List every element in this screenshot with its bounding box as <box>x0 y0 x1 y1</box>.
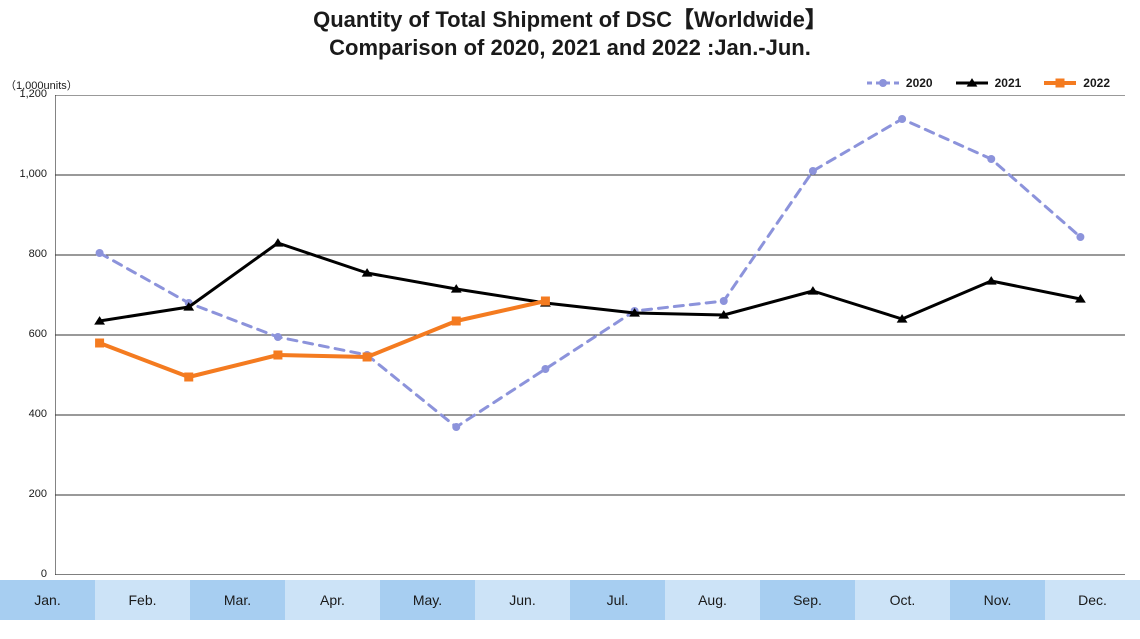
y-tick-label: 1,200 <box>0 88 47 100</box>
y-tick-label: 0 <box>0 568 47 580</box>
chart-container: Quantity of Total Shipment of DSC【Worldw… <box>0 0 1140 639</box>
y-tick-label: 1,000 <box>0 168 47 180</box>
legend-item: 2022 <box>1043 76 1110 90</box>
y-tick-label: 200 <box>0 488 47 500</box>
legend-label: 2020 <box>906 76 933 90</box>
x-axis-category: Jun. <box>475 580 570 620</box>
x-axis-category: Jul. <box>570 580 665 620</box>
x-axis-category: Dec. <box>1045 580 1140 620</box>
legend-swatch <box>866 76 900 90</box>
plot-area <box>55 95 1125 575</box>
x-axis-category: Feb. <box>95 580 190 620</box>
legend-swatch <box>955 76 989 90</box>
x-axis-category: Sep. <box>760 580 855 620</box>
y-tick-label: 800 <box>0 248 47 260</box>
legend-swatch <box>1043 76 1077 90</box>
y-tick-label: 600 <box>0 328 47 340</box>
x-axis-category: Jan. <box>0 580 95 620</box>
chart-title: Quantity of Total Shipment of DSC【Worldw… <box>0 6 1140 61</box>
x-axis-category: Oct. <box>855 580 950 620</box>
x-axis-category: May. <box>380 580 475 620</box>
legend: 2020 2021 2022 <box>866 76 1110 90</box>
x-axis-category: Mar. <box>190 580 285 620</box>
x-axis-category: Aug. <box>665 580 760 620</box>
x-axis-band: Jan.Feb.Mar.Apr.May.Jun.Jul.Aug.Sep.Oct.… <box>0 580 1140 620</box>
x-axis-category: Apr. <box>285 580 380 620</box>
legend-item: 2021 <box>955 76 1022 90</box>
legend-item: 2020 <box>866 76 933 90</box>
y-tick-label: 400 <box>0 408 47 420</box>
legend-label: 2022 <box>1083 76 1110 90</box>
legend-label: 2021 <box>995 76 1022 90</box>
x-axis-category: Nov. <box>950 580 1045 620</box>
